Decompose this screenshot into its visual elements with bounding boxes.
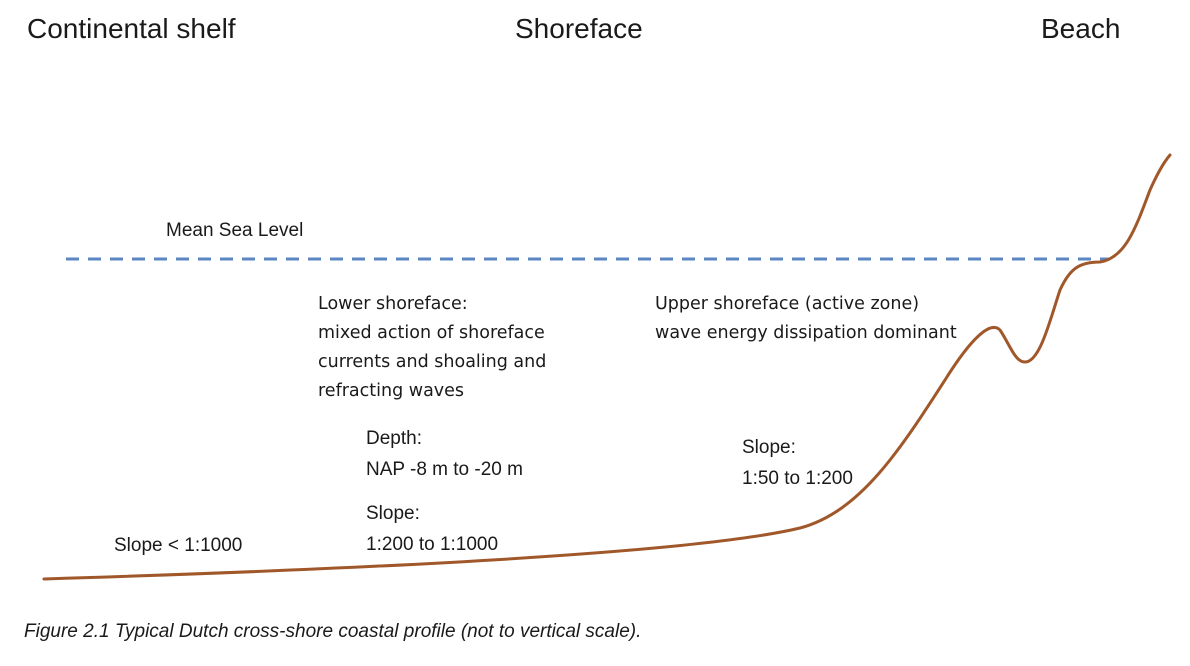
lower-shoreface-line: refracting waves: [318, 381, 465, 401]
depth-label: Depth:: [366, 428, 422, 449]
lower-shoreface-line: Lower shoreface:: [318, 294, 468, 314]
zone-label-beach: Beach: [1041, 13, 1121, 44]
lower-slope-value: 1:200 to 1:1000: [366, 534, 499, 555]
zone-label-shoreface: Shoreface: [515, 13, 643, 44]
seabed-profile-line: [42, 153, 1172, 581]
depth-value: NAP -8 m to -20 m: [366, 459, 523, 480]
figure-caption: Figure 2.1 Typical Dutch cross-shore coa…: [24, 621, 642, 642]
upper-shoreface-line: Upper shoreface (active zone): [655, 294, 920, 314]
mean-sea-level-label: Mean Sea Level: [166, 220, 304, 241]
zone-label-continental-shelf: Continental shelf: [27, 13, 236, 44]
lower-slope-label: Slope:: [366, 503, 420, 524]
depth-annotation: Depth: NAP -8 m to -20 m: [366, 423, 523, 485]
lower-slope-annotation: Slope: 1:200 to 1:1000: [366, 498, 498, 560]
lower-shoreface-line: currents and shoaling and: [318, 352, 547, 372]
upper-slope-value: 1:50 to 1:200: [742, 468, 853, 489]
upper-slope-annotation: Slope: 1:50 to 1:200: [742, 432, 853, 494]
upper-slope-label: Slope:: [742, 437, 796, 458]
lower-shoreface-description: Lower shoreface: mixed action of shorefa…: [318, 290, 546, 406]
shelf-slope-annotation: Slope < 1:1000: [114, 535, 243, 556]
upper-shoreface-description: Upper shoreface (active zone) wave energ…: [655, 290, 957, 348]
upper-shoreface-line: wave energy dissipation dominant: [655, 323, 957, 343]
lower-shoreface-line: mixed action of shoreface: [318, 323, 545, 343]
